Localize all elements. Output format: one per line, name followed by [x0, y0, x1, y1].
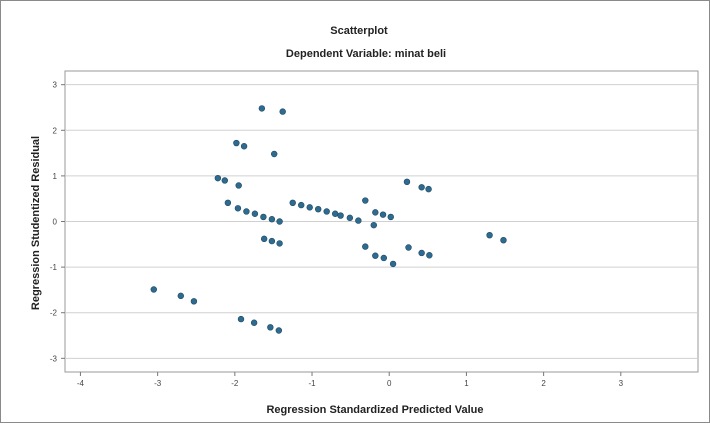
data-point	[362, 197, 369, 204]
data-point	[150, 286, 157, 293]
data-point	[214, 174, 222, 182]
data-point	[298, 201, 305, 209]
data-point	[405, 244, 412, 251]
data-point	[337, 212, 344, 219]
data-point	[267, 324, 274, 331]
y-tick-label: 3	[53, 81, 58, 90]
y-tick-label: 2	[53, 126, 58, 135]
data-point	[372, 209, 379, 216]
y-tick-label: 0	[53, 218, 58, 227]
data-point	[387, 213, 394, 221]
data-point	[403, 178, 411, 186]
data-point	[315, 205, 322, 213]
x-tick-label: -3	[154, 379, 162, 388]
data-point	[486, 231, 493, 239]
data-point	[234, 205, 242, 212]
x-tick-label: 0	[387, 379, 392, 388]
chart-subtitle: Dependent Variable: minat beli	[286, 48, 446, 60]
data-point	[268, 216, 276, 223]
x-tick-label: -1	[308, 379, 316, 388]
data-point	[260, 235, 268, 243]
data-point	[233, 139, 240, 147]
data-point	[370, 221, 377, 229]
x-axis-ticks: -4 -3 -2 -1 0 1 2 3	[77, 372, 624, 388]
x-tick-label: 1	[464, 379, 469, 388]
data-point	[221, 177, 228, 184]
data-point	[389, 260, 397, 268]
data-point	[251, 210, 259, 217]
data-point	[372, 252, 379, 259]
data-point	[237, 315, 245, 323]
data-point	[355, 217, 362, 224]
data-point	[362, 243, 369, 250]
data-point	[379, 211, 387, 218]
data-point	[331, 210, 339, 217]
x-tick-label: 3	[619, 379, 624, 388]
data-point	[275, 327, 283, 334]
data-point	[276, 240, 283, 247]
data-point	[426, 252, 433, 259]
x-axis-title: Regression Standardized Predicted Value	[266, 404, 483, 416]
data-point	[289, 199, 296, 207]
chart-title: Scatterplot	[330, 25, 388, 37]
data-point	[323, 208, 330, 215]
data-point	[276, 218, 283, 225]
data-point	[190, 298, 198, 305]
data-point	[306, 204, 313, 211]
y-tick-label: 1	[53, 172, 58, 181]
data-point	[270, 150, 278, 158]
x-tick-label: -2	[231, 379, 239, 388]
data-point	[250, 319, 258, 326]
data-point	[243, 208, 250, 215]
data-point	[224, 199, 232, 207]
data-point	[258, 105, 266, 112]
y-axis-title: Regression Studentized Residual	[30, 136, 42, 310]
data-point	[380, 254, 388, 262]
data-point	[260, 213, 267, 221]
y-tick-label: -3	[50, 354, 58, 363]
data-point	[240, 143, 248, 150]
y-axis-ticks: 3 2 1 0 -1 -2 -3	[50, 81, 65, 363]
data-point	[418, 184, 425, 191]
x-tick-label: -4	[77, 379, 85, 388]
data-point	[500, 236, 507, 244]
data-point	[268, 237, 276, 245]
data-point	[346, 214, 354, 222]
grid-lines	[65, 84, 698, 359]
data-point	[418, 249, 425, 257]
data-point	[235, 182, 242, 189]
y-tick-label: -1	[50, 263, 58, 272]
data-point	[177, 292, 184, 300]
data-points	[150, 105, 507, 334]
data-point	[425, 185, 432, 193]
x-tick-label: 2	[541, 379, 546, 388]
data-point	[279, 108, 286, 115]
y-tick-label: -2	[50, 309, 58, 318]
